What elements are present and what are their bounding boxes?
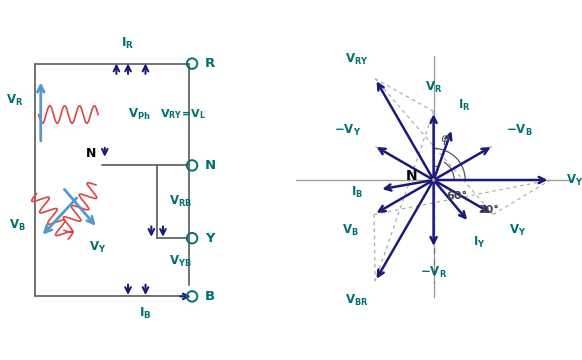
Text: $\mathbf{I_R}$: $\mathbf{I_R}$ xyxy=(122,36,134,51)
Text: $\mathbf{V_{YB}}$: $\mathbf{V_{YB}}$ xyxy=(566,172,582,188)
Text: $\mathbf{V_{RY}}$: $\mathbf{V_{RY}}$ xyxy=(345,52,368,67)
Text: $\mathbf{V_{RY}\!=\!V_L}$: $\mathbf{V_{RY}\!=\!V_L}$ xyxy=(160,108,206,121)
Text: $\mathbf{I_B}$: $\mathbf{I_B}$ xyxy=(139,306,152,321)
Text: $\mathbf{V_Y}$: $\mathbf{V_Y}$ xyxy=(509,223,526,238)
Text: N: N xyxy=(86,147,96,159)
Text: $\mathbf{-V_B}$: $\mathbf{-V_B}$ xyxy=(506,123,533,138)
Text: $\mathbf{-V_R}$: $\mathbf{-V_R}$ xyxy=(420,265,447,280)
Text: $\varphi$: $\varphi$ xyxy=(441,133,450,147)
Text: $\mathbf{V_B}$: $\mathbf{V_B}$ xyxy=(9,217,26,233)
Text: N: N xyxy=(406,169,417,183)
Text: $\mathbf{I_R}$: $\mathbf{I_R}$ xyxy=(458,98,471,113)
Text: 30°: 30° xyxy=(478,205,499,215)
Text: N: N xyxy=(205,159,217,172)
Text: B: B xyxy=(205,290,215,303)
Text: $\mathbf{-V_Y}$: $\mathbf{-V_Y}$ xyxy=(334,123,361,138)
Text: $\mathbf{I_B}$: $\mathbf{I_B}$ xyxy=(351,185,363,200)
Text: 60°: 60° xyxy=(446,192,467,202)
Text: R: R xyxy=(205,57,215,70)
Text: $\mathbf{V_{RB}}$: $\mathbf{V_{RB}}$ xyxy=(169,194,192,210)
Text: $\mathbf{V_{YB}}$: $\mathbf{V_{YB}}$ xyxy=(169,254,191,269)
Text: $\mathbf{V_R}$: $\mathbf{V_R}$ xyxy=(425,80,442,95)
Text: $\mathbf{I_Y}$: $\mathbf{I_Y}$ xyxy=(473,235,486,250)
Text: $\mathbf{V_{Ph}}$: $\mathbf{V_{Ph}}$ xyxy=(128,107,151,122)
Text: Y: Y xyxy=(205,232,215,245)
Text: $\mathbf{V_Y}$: $\mathbf{V_Y}$ xyxy=(88,240,106,255)
Text: $\mathbf{V_{BR}}$: $\mathbf{V_{BR}}$ xyxy=(345,293,368,308)
Text: $\mathbf{V_R}$: $\mathbf{V_R}$ xyxy=(6,93,23,108)
Text: $\mathbf{V_B}$: $\mathbf{V_B}$ xyxy=(342,223,359,238)
